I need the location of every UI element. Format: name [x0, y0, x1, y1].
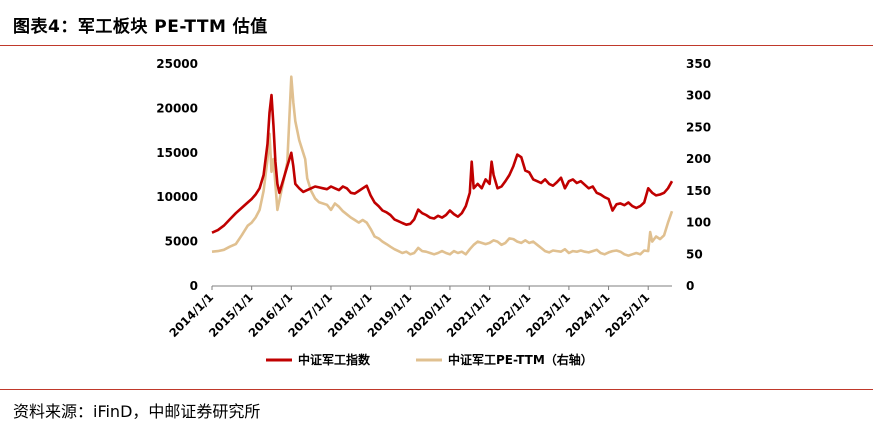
y-right-tick-label: 250 — [686, 120, 711, 134]
chart-area: 0 5000 10000 15000 20000 25000 0 50 100 150 200 250… — [0, 46, 873, 388]
title-bar: 图表4：军工板块 PE-TTM 估值 — [0, 0, 873, 46]
series-line-index — [211, 93, 674, 234]
series-line-pe — [211, 75, 674, 257]
legend-item-index-label: 中证军工指数 — [298, 352, 371, 367]
chart: 0 5000 10000 15000 20000 25000 0 50 100 150 200 250… — [156, 57, 711, 367]
y-right-tick-label: 0 — [686, 279, 694, 293]
y-left-tick-label: 15000 — [156, 146, 198, 160]
y-left-tick-label: 0 — [190, 279, 198, 293]
y-right-tick-label: 100 — [686, 216, 711, 230]
y-left-tick-label: 5000 — [165, 235, 198, 249]
page-title: 图表4：军工板块 PE-TTM 估值 — [13, 17, 268, 37]
y-left-tick-label: 25000 — [156, 57, 198, 71]
y-right-tick-label: 150 — [686, 184, 711, 198]
legend-item-pe-label: 中证军工PE-TTM（右轴） — [448, 352, 593, 367]
y-right-tick-label: 200 — [686, 152, 711, 166]
y-right-tick-label: 350 — [686, 57, 711, 71]
y-right-tick-label: 300 — [686, 89, 711, 103]
source-note: 资料来源：iFinD，中邮证券研究所 — [13, 402, 261, 421]
y-left-tick-label: 20000 — [156, 101, 198, 115]
y-right-tick-label: 50 — [686, 247, 703, 261]
title-divider — [0, 45, 873, 46]
y-left-tick-label: 10000 — [156, 190, 198, 204]
footer-divider — [0, 389, 873, 390]
